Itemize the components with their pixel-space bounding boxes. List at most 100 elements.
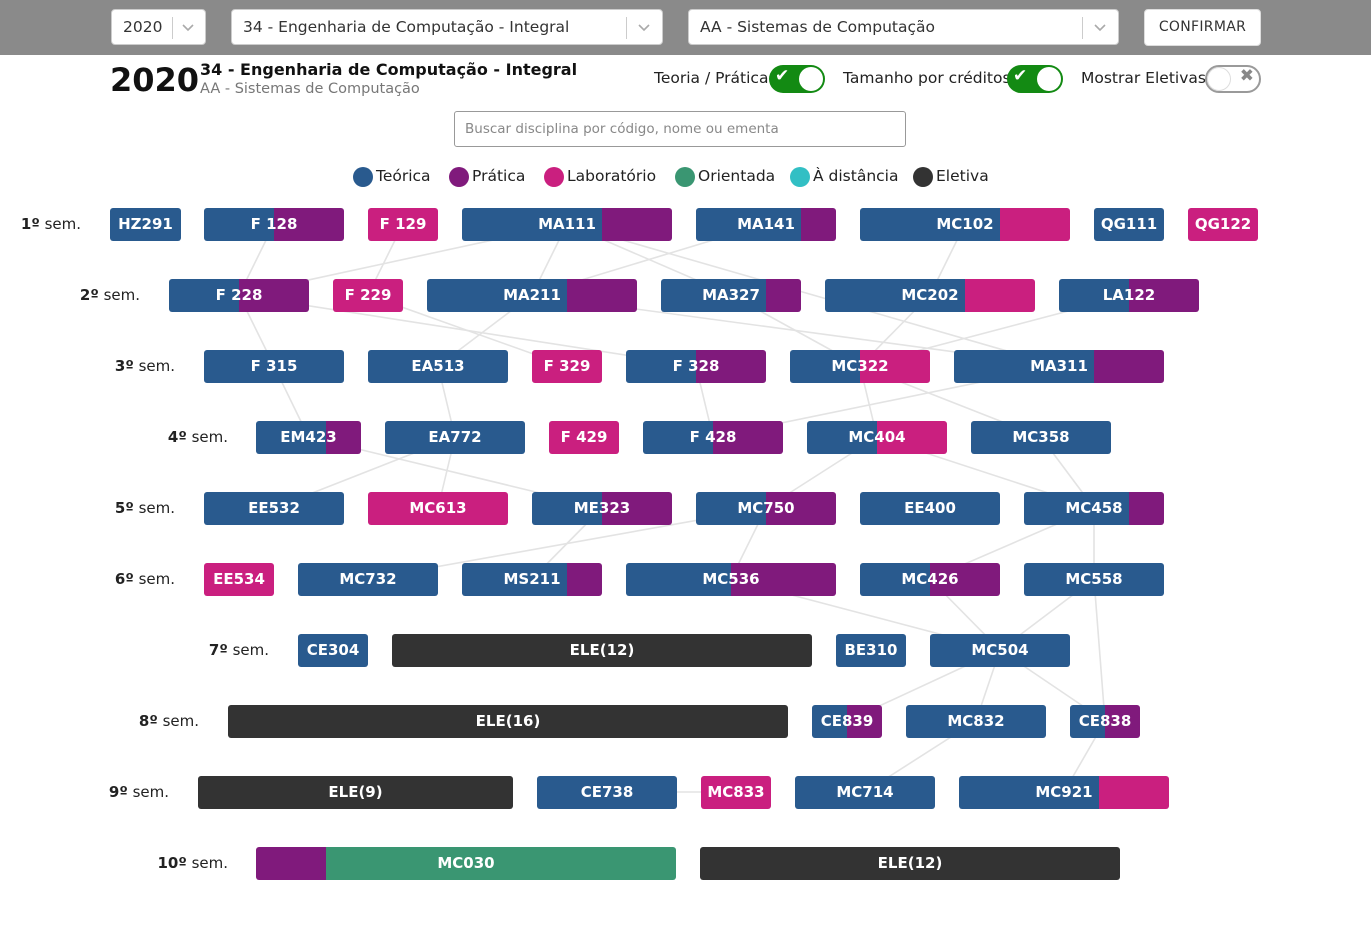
credit-segment-pratica: [602, 208, 672, 241]
course-block[interactable]: EA772: [385, 421, 525, 454]
course-block[interactable]: MA327: [661, 279, 801, 312]
course-block[interactable]: MA311: [954, 350, 1164, 383]
course-block[interactable]: MC613: [368, 492, 508, 525]
course-block[interactable]: F 129: [368, 208, 438, 241]
course-block[interactable]: MC921: [959, 776, 1169, 809]
course-block[interactable]: ELE(16): [228, 705, 788, 738]
course-code: MC030: [437, 854, 495, 872]
chevron-down-icon[interactable]: [636, 15, 652, 43]
course-code: EE532: [248, 499, 300, 517]
course-block[interactable]: MC558: [1024, 563, 1164, 596]
course-block[interactable]: EE532: [204, 492, 344, 525]
course-block[interactable]: MC426: [860, 563, 1000, 596]
course-code: MC921: [1035, 783, 1093, 801]
chevron-down-icon[interactable]: [1092, 15, 1108, 43]
credit-segment-eletiva: [392, 634, 812, 667]
course-block[interactable]: F 428: [643, 421, 783, 454]
credit-segment-teorica: [368, 350, 508, 383]
credit-segment-teorica: [1059, 279, 1130, 312]
course-block[interactable]: MC714: [795, 776, 935, 809]
select-separator: [172, 17, 173, 39]
course-block[interactable]: MC750: [696, 492, 836, 525]
course-block[interactable]: MC358: [971, 421, 1111, 454]
course-block[interactable]: F 228: [169, 279, 309, 312]
chevron-down-icon[interactable]: [180, 15, 196, 43]
course-block[interactable]: EA513: [368, 350, 508, 383]
credit-segment-pratica: [766, 279, 801, 312]
theory-practice-toggle[interactable]: ✔: [769, 65, 825, 93]
course-block[interactable]: ME323: [532, 492, 672, 525]
course-block[interactable]: MC833: [701, 776, 771, 809]
credit-segment-teorica: [204, 492, 344, 525]
credit-segment-pratica: [602, 492, 672, 525]
course-block[interactable]: MC504: [930, 634, 1070, 667]
credit-segment-laboratorio: [860, 350, 930, 383]
course-code: MC833: [707, 783, 765, 801]
course-block[interactable]: MC536: [626, 563, 836, 596]
course-block[interactable]: ELE(9): [198, 776, 513, 809]
course-block[interactable]: CE738: [537, 776, 677, 809]
course-block[interactable]: F 229: [333, 279, 403, 312]
course-block[interactable]: F 315: [204, 350, 344, 383]
semester-label: 8º sem.: [79, 712, 199, 730]
course-block[interactable]: MC202: [825, 279, 1035, 312]
course-code: F 429: [560, 428, 608, 446]
course-block[interactable]: MC458: [1024, 492, 1164, 525]
course-block[interactable]: MS211: [462, 563, 602, 596]
course-block[interactable]: F 429: [549, 421, 619, 454]
course-block[interactable]: CE839: [812, 705, 882, 738]
credit-segment-laboratorio: [368, 208, 438, 241]
course-code: MS211: [503, 570, 561, 588]
credit-segment-pratica: [1129, 279, 1199, 312]
course-block[interactable]: MA141: [696, 208, 836, 241]
size-by-credits-toggle[interactable]: ✔: [1007, 65, 1063, 93]
credit-segment-teorica: [1024, 563, 1164, 596]
course-block[interactable]: MC102: [860, 208, 1070, 241]
course-block[interactable]: LA122: [1059, 279, 1199, 312]
search-input[interactable]: [454, 111, 906, 147]
course-block[interactable]: CE304: [298, 634, 368, 667]
course-code: EE400: [904, 499, 956, 517]
confirm-button[interactable]: CONFIRMAR: [1144, 9, 1261, 46]
course-block[interactable]: QG122: [1188, 208, 1258, 241]
course-block[interactable]: MC322: [790, 350, 930, 383]
course-block[interactable]: MA211: [427, 279, 637, 312]
course-block[interactable]: F 328: [626, 350, 766, 383]
course-code: MC732: [339, 570, 397, 588]
course-block[interactable]: EE400: [860, 492, 1000, 525]
course-block[interactable]: QG111: [1094, 208, 1164, 241]
course-block[interactable]: BE310: [836, 634, 906, 667]
credit-segment-teorica: [298, 634, 368, 667]
credit-segment-orientada: [326, 847, 676, 880]
credit-segment-pratica: [713, 421, 783, 454]
credit-segment-pratica: [1105, 705, 1140, 738]
course-block[interactable]: F 329: [532, 350, 602, 383]
course-block[interactable]: ELE(12): [700, 847, 1120, 880]
course-block[interactable]: MC732: [298, 563, 438, 596]
semester-label: 4º sem.: [108, 428, 228, 446]
course-block[interactable]: HZ291: [110, 208, 181, 241]
show-electives-label: Mostrar Eletivas: [1081, 69, 1206, 87]
course-code: MA141: [737, 215, 795, 233]
course-block[interactable]: MA111: [462, 208, 672, 241]
course-select[interactable]: 34 - Engenharia de Computação - Integral: [231, 9, 663, 45]
credit-segment-teorica: [906, 705, 1046, 738]
course-code: F 129: [379, 215, 427, 233]
credit-segment-teorica: [1094, 208, 1164, 241]
prerequisite-edge: [566, 223, 1060, 367]
course-block[interactable]: MC832: [906, 705, 1046, 738]
select-separator: [626, 17, 627, 39]
show-electives-toggle[interactable]: ✖: [1205, 65, 1261, 93]
modality-select[interactable]: AA - Sistemas de Computação: [688, 9, 1119, 45]
year-select[interactable]: 2020: [111, 9, 206, 45]
course-code: MA111: [538, 215, 596, 233]
course-block[interactable]: CE838: [1070, 705, 1140, 738]
semester-suffix: sem.: [39, 215, 81, 233]
course-block[interactable]: MC404: [807, 421, 947, 454]
course-block[interactable]: EE534: [204, 563, 274, 596]
course-block[interactable]: F 128: [204, 208, 344, 241]
course-block[interactable]: ELE(12): [392, 634, 812, 667]
course-code: F 228: [215, 286, 263, 304]
course-block[interactable]: EM423: [256, 421, 361, 454]
course-block[interactable]: MC030: [256, 847, 676, 880]
